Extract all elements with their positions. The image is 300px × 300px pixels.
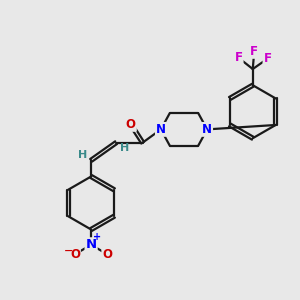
Text: F: F bbox=[263, 52, 272, 65]
Text: O: O bbox=[70, 248, 80, 261]
Text: F: F bbox=[235, 51, 243, 64]
Text: −: − bbox=[64, 246, 73, 256]
Text: F: F bbox=[250, 45, 258, 58]
Text: N: N bbox=[156, 123, 166, 136]
Text: +: + bbox=[93, 232, 101, 242]
Text: N: N bbox=[202, 123, 212, 136]
Text: N: N bbox=[85, 238, 97, 251]
Text: O: O bbox=[126, 118, 136, 131]
Text: H: H bbox=[78, 150, 87, 160]
Text: O: O bbox=[102, 248, 112, 261]
Text: H: H bbox=[120, 143, 130, 153]
